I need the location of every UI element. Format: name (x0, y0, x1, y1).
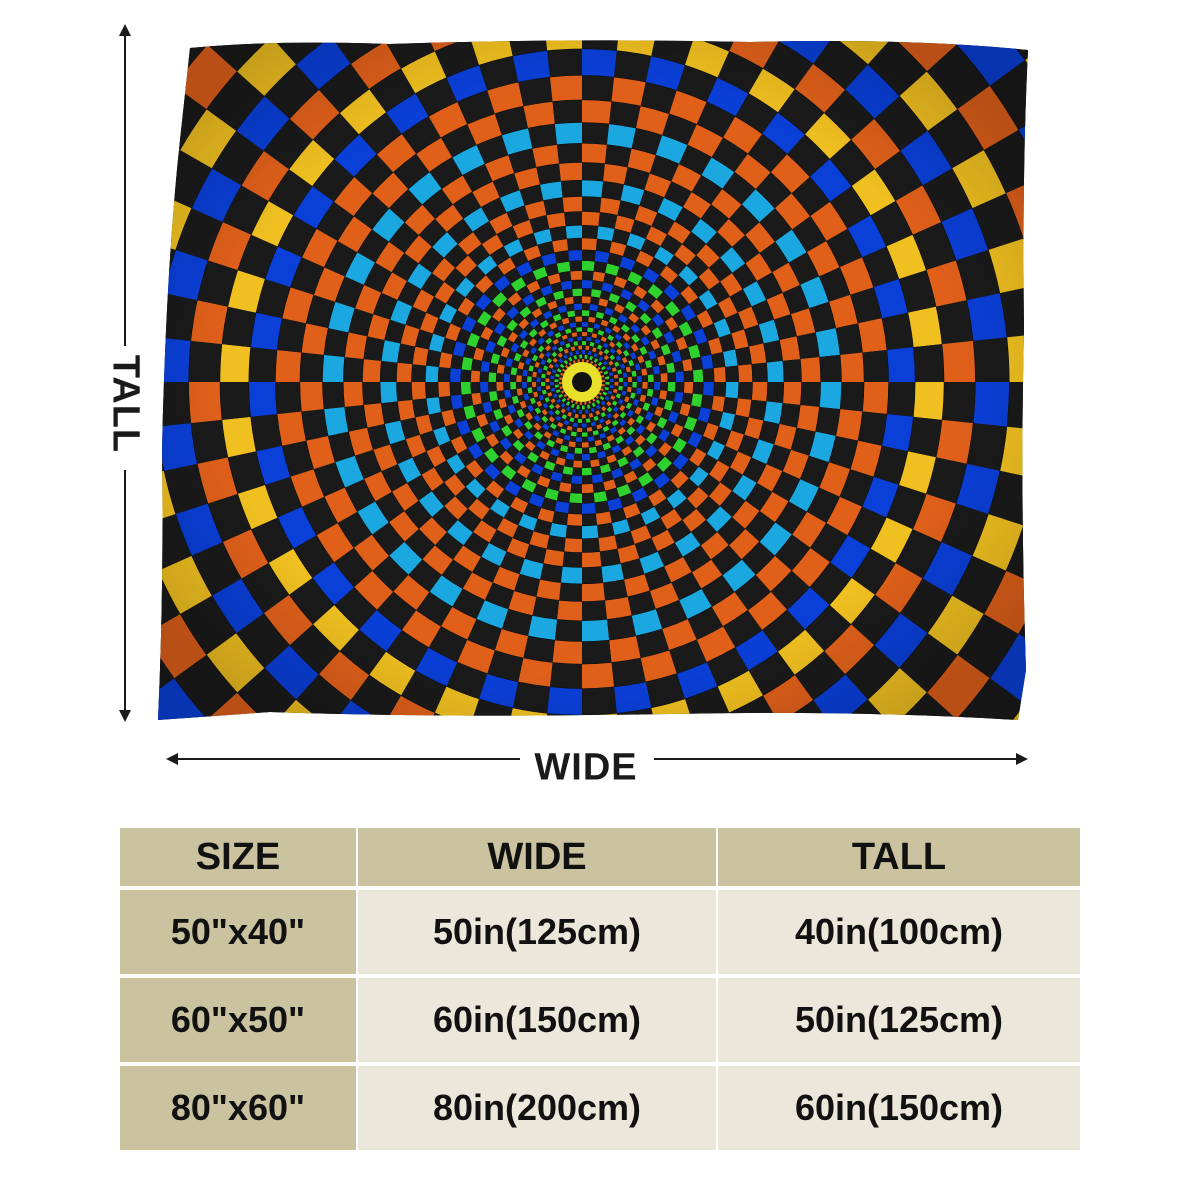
row-1-tall: 40in(100cm) (718, 890, 1080, 974)
row-3-wide: 80in(200cm) (358, 1066, 716, 1150)
row-3-size: 80"x60" (120, 1066, 356, 1150)
row-3-tall: 60in(150cm) (718, 1066, 1080, 1150)
row-1-wide: 50in(125cm) (358, 890, 716, 974)
row-2-wide: 60in(150cm) (358, 978, 716, 1062)
header-tall: TALL (718, 828, 1080, 886)
row-2-size: 60"x50" (120, 978, 356, 1062)
wide-arrow-left-icon (166, 753, 178, 765)
wide-dimension-line-left (176, 758, 520, 760)
size-table: SIZE WIDE TALL 50"x40" 50in(125cm) 40in(… (120, 828, 1080, 1150)
tall-dimension-line-top (124, 34, 126, 346)
tall-arrow-down-icon (119, 710, 131, 722)
header-size: SIZE (120, 828, 356, 886)
wide-label: WIDE (534, 746, 638, 789)
header-wide: WIDE (358, 828, 716, 886)
wide-dimension-line-right (654, 758, 1018, 760)
row-1-size: 50"x40" (120, 890, 356, 974)
wide-arrow-right-icon (1016, 753, 1028, 765)
row-2-tall: 50in(125cm) (718, 978, 1080, 1062)
tall-label: TALL (104, 354, 147, 454)
blanket-image (150, 30, 1030, 730)
tall-dimension-line-bottom (124, 470, 126, 712)
tall-arrow-up-icon (119, 24, 131, 36)
